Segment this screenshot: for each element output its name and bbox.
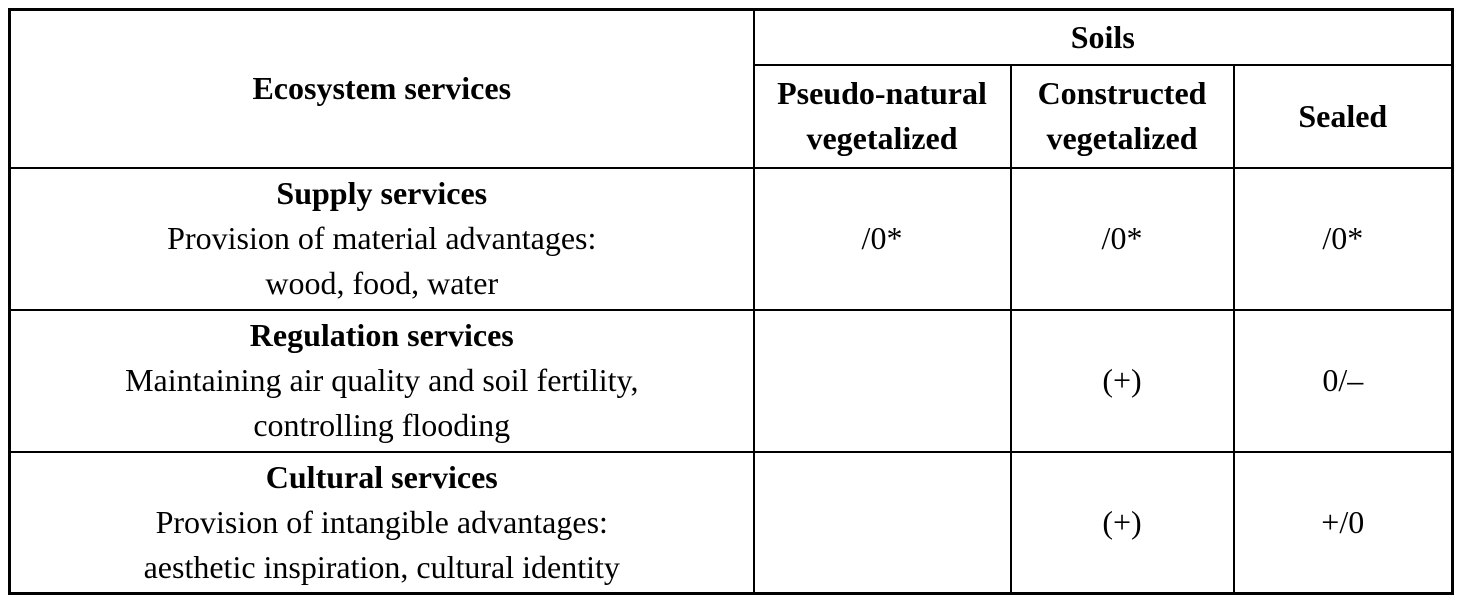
value-cell-cultural-sealed: +/0	[1232, 450, 1454, 595]
column-header-pseudo-natural-vegetalized: Pseudo-natural vegetalized	[752, 63, 1012, 169]
row-description-line: Provision of material advantages:	[167, 220, 597, 257]
row-description-line: controlling flooding	[253, 406, 511, 443]
value-cell-regulation-constructed: (+)	[1009, 308, 1235, 453]
row-description-line: aesthetic inspiration, cultural identity	[143, 548, 620, 585]
column-header-constructed-vegetalized: Constructed vegetalized	[1009, 63, 1235, 169]
value-cell-regulation-sealed: 0/–	[1232, 308, 1454, 453]
table-row-cultural-services: Cultural services Provision of intangibl…	[8, 450, 1454, 595]
header-row-columns: Pseudo-natural vegetalized Constructed v…	[10, 63, 1454, 169]
row-description-line: Provision of intangible advantages:	[155, 503, 608, 540]
value-cell-supply-pseudo-natural: /0*	[752, 166, 1012, 311]
column-header-sealed: Sealed	[1232, 63, 1454, 169]
row-description-line: wood, food, water	[265, 264, 499, 301]
row-title: Regulation services	[249, 317, 514, 354]
row-label-cultural-services: Cultural services Provision of intangibl…	[8, 450, 755, 595]
row-label-regulation-services: Regulation services Maintaining air qual…	[8, 308, 755, 453]
value-cell-supply-sealed: /0*	[1232, 166, 1454, 311]
header-row-group: Ecosystem services Soils	[8, 8, 1454, 169]
value-cell-supply-constructed: /0*	[1009, 166, 1235, 311]
group-header-soils: Soils	[752, 8, 1454, 66]
ecosystem-services-table: Ecosystem services Soils Pseudo-natural …	[8, 8, 1455, 595]
table-row-regulation-services: Regulation services Maintaining air qual…	[8, 308, 1454, 453]
value-cell-cultural-pseudo-natural	[752, 450, 1012, 595]
value-cell-cultural-constructed: (+)	[1009, 450, 1235, 595]
corner-header-ecosystem-services: Ecosystem services	[8, 8, 755, 169]
row-label-supply-services: Supply services Provision of material ad…	[8, 166, 755, 311]
row-title: Cultural services	[265, 459, 498, 496]
row-description-line: Maintaining air quality and soil fertili…	[125, 362, 639, 399]
row-title: Supply services	[276, 175, 488, 212]
table-row-supply-services: Supply services Provision of material ad…	[8, 166, 1454, 311]
value-cell-regulation-pseudo-natural	[752, 308, 1012, 453]
